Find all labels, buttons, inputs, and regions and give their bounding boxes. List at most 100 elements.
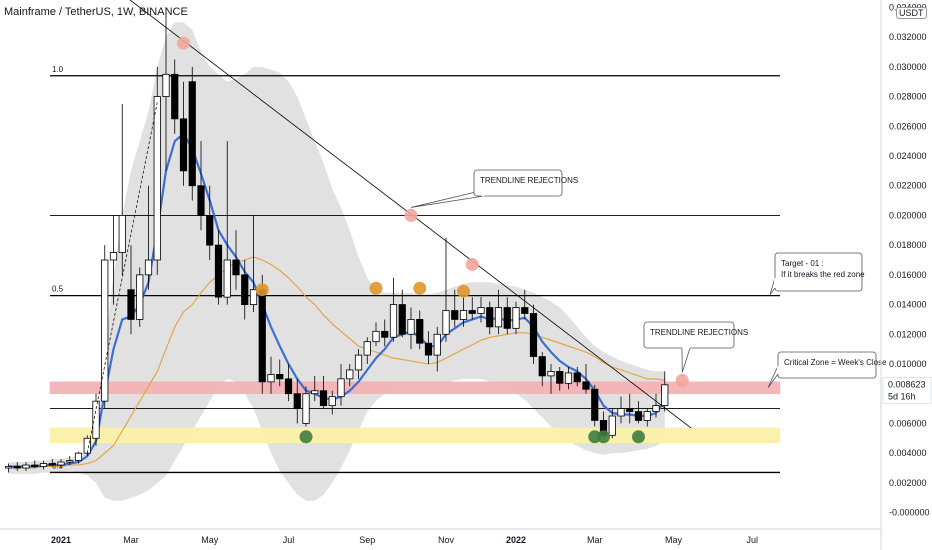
callout-critical-zone-pointer <box>767 365 779 389</box>
candle-body <box>389 304 398 338</box>
candle-body <box>424 342 433 356</box>
candle-body <box>74 452 83 461</box>
candle <box>512 301 520 335</box>
candle-body <box>398 304 406 335</box>
candle <box>92 393 100 446</box>
candle <box>74 451 83 464</box>
candle-body <box>118 215 126 253</box>
candle <box>144 185 153 290</box>
candle <box>153 66 161 275</box>
candle-body <box>39 463 48 467</box>
candle-body <box>442 310 450 335</box>
candle-body <box>451 310 459 320</box>
candle-body <box>57 461 65 466</box>
candle <box>319 375 328 409</box>
candle-body <box>197 185 205 216</box>
critical-red-zone <box>49 381 781 395</box>
candle-body <box>363 341 371 356</box>
candle <box>293 378 301 424</box>
candle-body <box>337 378 345 398</box>
candle-body <box>13 466 21 469</box>
price-axis-tick-label: 0.012000 <box>889 329 927 339</box>
price-axis-tick-label: 0.022000 <box>889 181 927 191</box>
candle <box>433 326 441 372</box>
candle-body <box>486 307 494 328</box>
plot-area: 1.00.50.0 <box>4 0 781 501</box>
time-axis-label: 2022 <box>506 535 526 545</box>
price-axis-tick-label: 0.028000 <box>889 92 927 102</box>
candle-body <box>643 411 651 421</box>
callout-target-01-pointer <box>769 277 776 295</box>
candle <box>547 364 555 394</box>
candle <box>4 463 13 473</box>
descending-trendline <box>129 0 692 429</box>
candle-body <box>31 464 39 467</box>
callout-trendline-rejections-1-box <box>473 169 563 197</box>
candle <box>197 141 205 231</box>
candle-body <box>144 259 153 276</box>
candle-body <box>626 408 634 412</box>
candle-body <box>468 310 476 314</box>
candle-body <box>92 400 100 439</box>
candle <box>337 364 345 406</box>
green-marker <box>597 430 610 444</box>
candle-body <box>214 244 223 298</box>
candle-body <box>416 319 424 344</box>
candle-body <box>573 372 581 383</box>
candle <box>626 393 634 424</box>
bollinger-band <box>8 22 665 501</box>
candle-body <box>206 215 214 246</box>
candle <box>389 277 398 342</box>
candle-body <box>503 307 511 329</box>
candle-body <box>4 466 13 469</box>
candle <box>556 366 564 391</box>
pink-marker <box>465 257 479 271</box>
candle-body <box>564 372 573 384</box>
candle <box>477 297 485 323</box>
slow-moving-average-line <box>8 256 665 469</box>
candle-body <box>328 396 336 406</box>
candle <box>573 366 581 387</box>
candle-body <box>608 415 616 436</box>
price-axis-tick-label: 0.006000 <box>889 418 927 428</box>
fib-0.5-label: 0.5 <box>52 285 64 294</box>
candle-body <box>556 371 564 384</box>
candle-body <box>381 330 389 338</box>
callout-critical-zone: Critical Zone = Week's Close <box>767 351 887 389</box>
candle-body <box>547 371 555 377</box>
candle <box>591 384 599 427</box>
candle <box>643 408 651 427</box>
candle <box>442 237 450 342</box>
green-marker <box>632 430 645 444</box>
callout-target-01-text-1: Target - 01 : <box>781 259 824 268</box>
candle-body <box>223 259 231 298</box>
currency-unit-badge[interactable]: USDT <box>896 7 927 19</box>
candle-body <box>171 73 179 120</box>
candle <box>617 396 625 424</box>
candle-body <box>661 384 669 406</box>
price-axis-tick-label: 0.024000 <box>889 151 927 161</box>
candle <box>127 245 135 335</box>
time-axis-label: Mar <box>587 535 603 545</box>
candle <box>363 337 371 364</box>
time-axis-label: 2021 <box>51 535 71 545</box>
candle-body <box>582 381 590 390</box>
candle <box>486 301 494 335</box>
time-axis: 2021 Mar May Jul Sep Nov 2022 Mar May Jul <box>0 528 881 545</box>
candle <box>241 260 249 320</box>
candle <box>564 366 573 390</box>
price-axis-tick-label: -0.000000 <box>889 508 930 518</box>
candle-body <box>354 354 363 371</box>
candle <box>608 408 616 439</box>
candle <box>101 245 109 409</box>
callout-trendline-rejections-1-pointer <box>410 191 485 208</box>
candle-body <box>249 289 258 305</box>
last-price-tag-box <box>882 377 932 404</box>
callout-target-01-box <box>774 252 863 292</box>
candle <box>31 460 39 468</box>
candle <box>459 297 468 327</box>
candle <box>48 459 56 467</box>
candle-body <box>521 307 529 314</box>
